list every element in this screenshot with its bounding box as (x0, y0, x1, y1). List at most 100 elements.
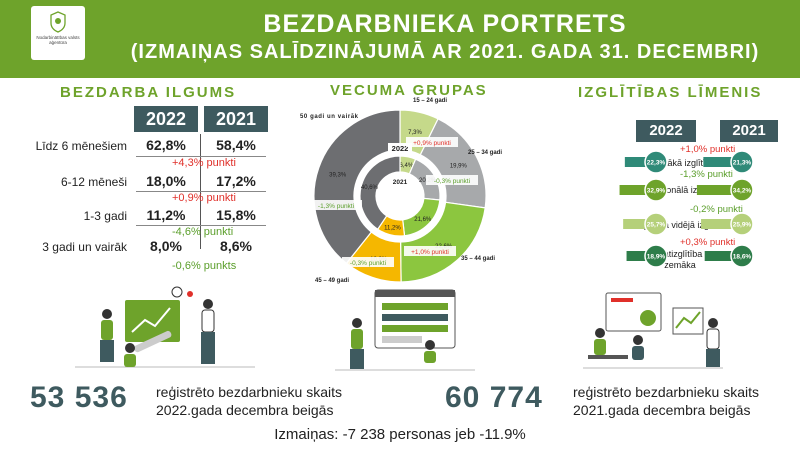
duration-value-2021: 58,4% (216, 137, 256, 153)
people-illustration-left (75, 286, 255, 368)
donut-value-label: 40,6% (361, 185, 379, 191)
education-row-label: Profesionālā izglītība (638, 185, 722, 195)
education-value-2021: 25,9% (733, 222, 752, 229)
education-year-2022: 2022 (636, 120, 696, 142)
duration-change: -0,6% punkts (172, 260, 237, 272)
unemployed-desc-2022-line2: 2022.gada decembra beigās (156, 402, 334, 418)
duration-row-label: 3 gadi un vairāk (42, 240, 127, 254)
donut-year-tag (388, 176, 412, 186)
donut-change-badge (426, 175, 478, 185)
donut-change-badge (406, 137, 458, 147)
donut-year-label: 2021 (393, 179, 408, 186)
age-donut-chart: 7,3%19,9%22,6%10,9%39,3%6,4%20,2%21,6%11… (300, 98, 502, 284)
education-row-label: Augstākā izglītība (644, 158, 716, 168)
unemployed-count-2022: 53 536 (30, 381, 128, 414)
education-bubble-2022 (644, 212, 668, 236)
unemployed-desc-2021-line2: 2021.gada decembra beigās (573, 402, 751, 418)
education-bubble-2021 (730, 178, 754, 202)
education-bar-2021 (704, 251, 742, 261)
education-value-2022: 22,3% (647, 160, 666, 167)
donut-group-label: 50 gadi un vairāk (300, 114, 359, 120)
education-row-label: Vispārējā vidējā izglītība (631, 220, 729, 230)
donut-slice (399, 201, 486, 283)
duration-title: BEZDARBA ILGUMS (60, 84, 237, 101)
duration-row-label: 1-3 gadi (83, 209, 127, 223)
logo-text: Nodarbinātības valsts aģentūra (36, 35, 80, 45)
education-bar-2022 (619, 185, 656, 195)
duration-year-2021: 2021 (204, 106, 268, 132)
donut-value-label: 21,6% (414, 217, 432, 223)
education-value-2022: 18,9% (647, 254, 666, 261)
donut-value-label: 39,3% (329, 173, 347, 179)
duration-value-2021: 17,2% (216, 173, 256, 189)
unemployed-desc-2021-line1: reģistrēto bezdarbnieku skaits (573, 384, 759, 400)
education-bubble-2022 (644, 244, 668, 268)
education-bubble-2022 (644, 178, 668, 202)
duration-value-2021: 15,8% (216, 207, 256, 223)
donut-slice (313, 109, 401, 265)
duration-row-separator (136, 156, 266, 157)
duration-change: +4,3% punkti (172, 157, 236, 169)
donut-change-label: +0,9% punkti (413, 140, 451, 147)
education-value-2022: 25,7% (647, 222, 666, 229)
donut-change-badge (342, 257, 394, 267)
duration-row-label: Līdz 6 mēnešiem (35, 139, 127, 153)
education-change: -0,2% punkti (690, 204, 743, 215)
donut-value-label: 7,3% (408, 130, 422, 136)
duration-value-2022: 18,0% (146, 173, 186, 189)
education-value-2021: 34,2% (733, 188, 752, 195)
education-value-2022: 32,9% (647, 188, 666, 195)
donut-change-badge (310, 200, 362, 210)
education-year-2021: 2021 (720, 120, 778, 142)
duration-value-2022: 11,2% (146, 207, 186, 223)
education-bar-2021 (703, 157, 742, 167)
duration-change: -4,6% punkti (172, 226, 234, 238)
duration-value-2022: 8,0% (150, 238, 182, 254)
education-bar-2022 (624, 157, 656, 167)
page-subtitle: (IZMAIŅAS SALĪDZINĀJUMĀ AR 2021. GADA 31… (130, 41, 760, 63)
total-change-text: Izmaiņas: -7 238 personas jeb -11.9% (274, 426, 526, 443)
donut-change-label: -1,3% punkti (318, 203, 354, 210)
donut-group-label: 35 – 44 gadi (461, 256, 495, 262)
people-illustration-right (583, 292, 723, 369)
duration-year-2022: 2022 (134, 106, 198, 132)
unemployed-count-2021: 60 774 (445, 381, 543, 414)
header-banner: Nodarbinātības valsts aģentūra BEZDARBNI… (0, 0, 800, 78)
duration-value-2021: 8,6% (220, 238, 252, 254)
page-title: BEZDARBNIEKA PORTRETS (263, 10, 627, 38)
education-bubble-2021 (730, 244, 754, 268)
duration-change: +0,9% punkti (172, 192, 236, 204)
education-bar-2021 (701, 219, 742, 229)
unemployed-desc-2022: reģistrēto bezdarbnieku skaits 2022.gada… (156, 383, 342, 419)
donut-year-tag (388, 143, 412, 153)
donut-change-label: -0,3% punkti (434, 178, 470, 185)
education-bubble-2022 (644, 150, 668, 174)
seal-icon (50, 11, 66, 33)
donut-year-label: 2022 (392, 144, 409, 153)
education-value-2021: 21,3% (733, 160, 752, 167)
donut-group-label: 45 – 49 gadi (315, 278, 349, 284)
education-change: +1,0% punkti (680, 144, 736, 155)
unemployed-desc-2022-line1: reģistrēto bezdarbnieku skaits (156, 384, 342, 400)
people-illustration-middle (335, 289, 475, 371)
donut-group-label: 25 – 34 gadi (468, 150, 502, 156)
duration-row-separator (136, 191, 266, 192)
education-value-2021: 18,6% (733, 254, 752, 261)
education-bar-2021 (696, 185, 742, 195)
education-bar-chart: 22,3% 21,3% 32,9% 34,2% 25,7% 25,9% 18,9% 18,6% (619, 150, 754, 268)
duration-row-separator (136, 225, 266, 226)
donut-value-label: 19,9% (450, 164, 468, 170)
education-title: IZGLĪTĪBAS LĪMENIS (578, 84, 763, 101)
education-bubble-2021 (730, 150, 754, 174)
donut-value-label: 6,4% (400, 163, 414, 169)
donut-group-label: 15 – 24 gadi (413, 98, 447, 104)
donut-value-label: 11,2% (384, 226, 401, 232)
education-change: +0,3% punkti (680, 237, 736, 248)
duration-value-2022: 62,8% (146, 137, 186, 153)
donut-change-label: -0,3% punkti (350, 260, 386, 267)
education-bubble-2021 (730, 212, 754, 236)
education-bar-2022 (626, 251, 656, 261)
donut-change-badge (404, 246, 456, 256)
education-bar-2022 (623, 219, 656, 229)
duration-row-label: 6-12 mēneši (60, 175, 127, 189)
